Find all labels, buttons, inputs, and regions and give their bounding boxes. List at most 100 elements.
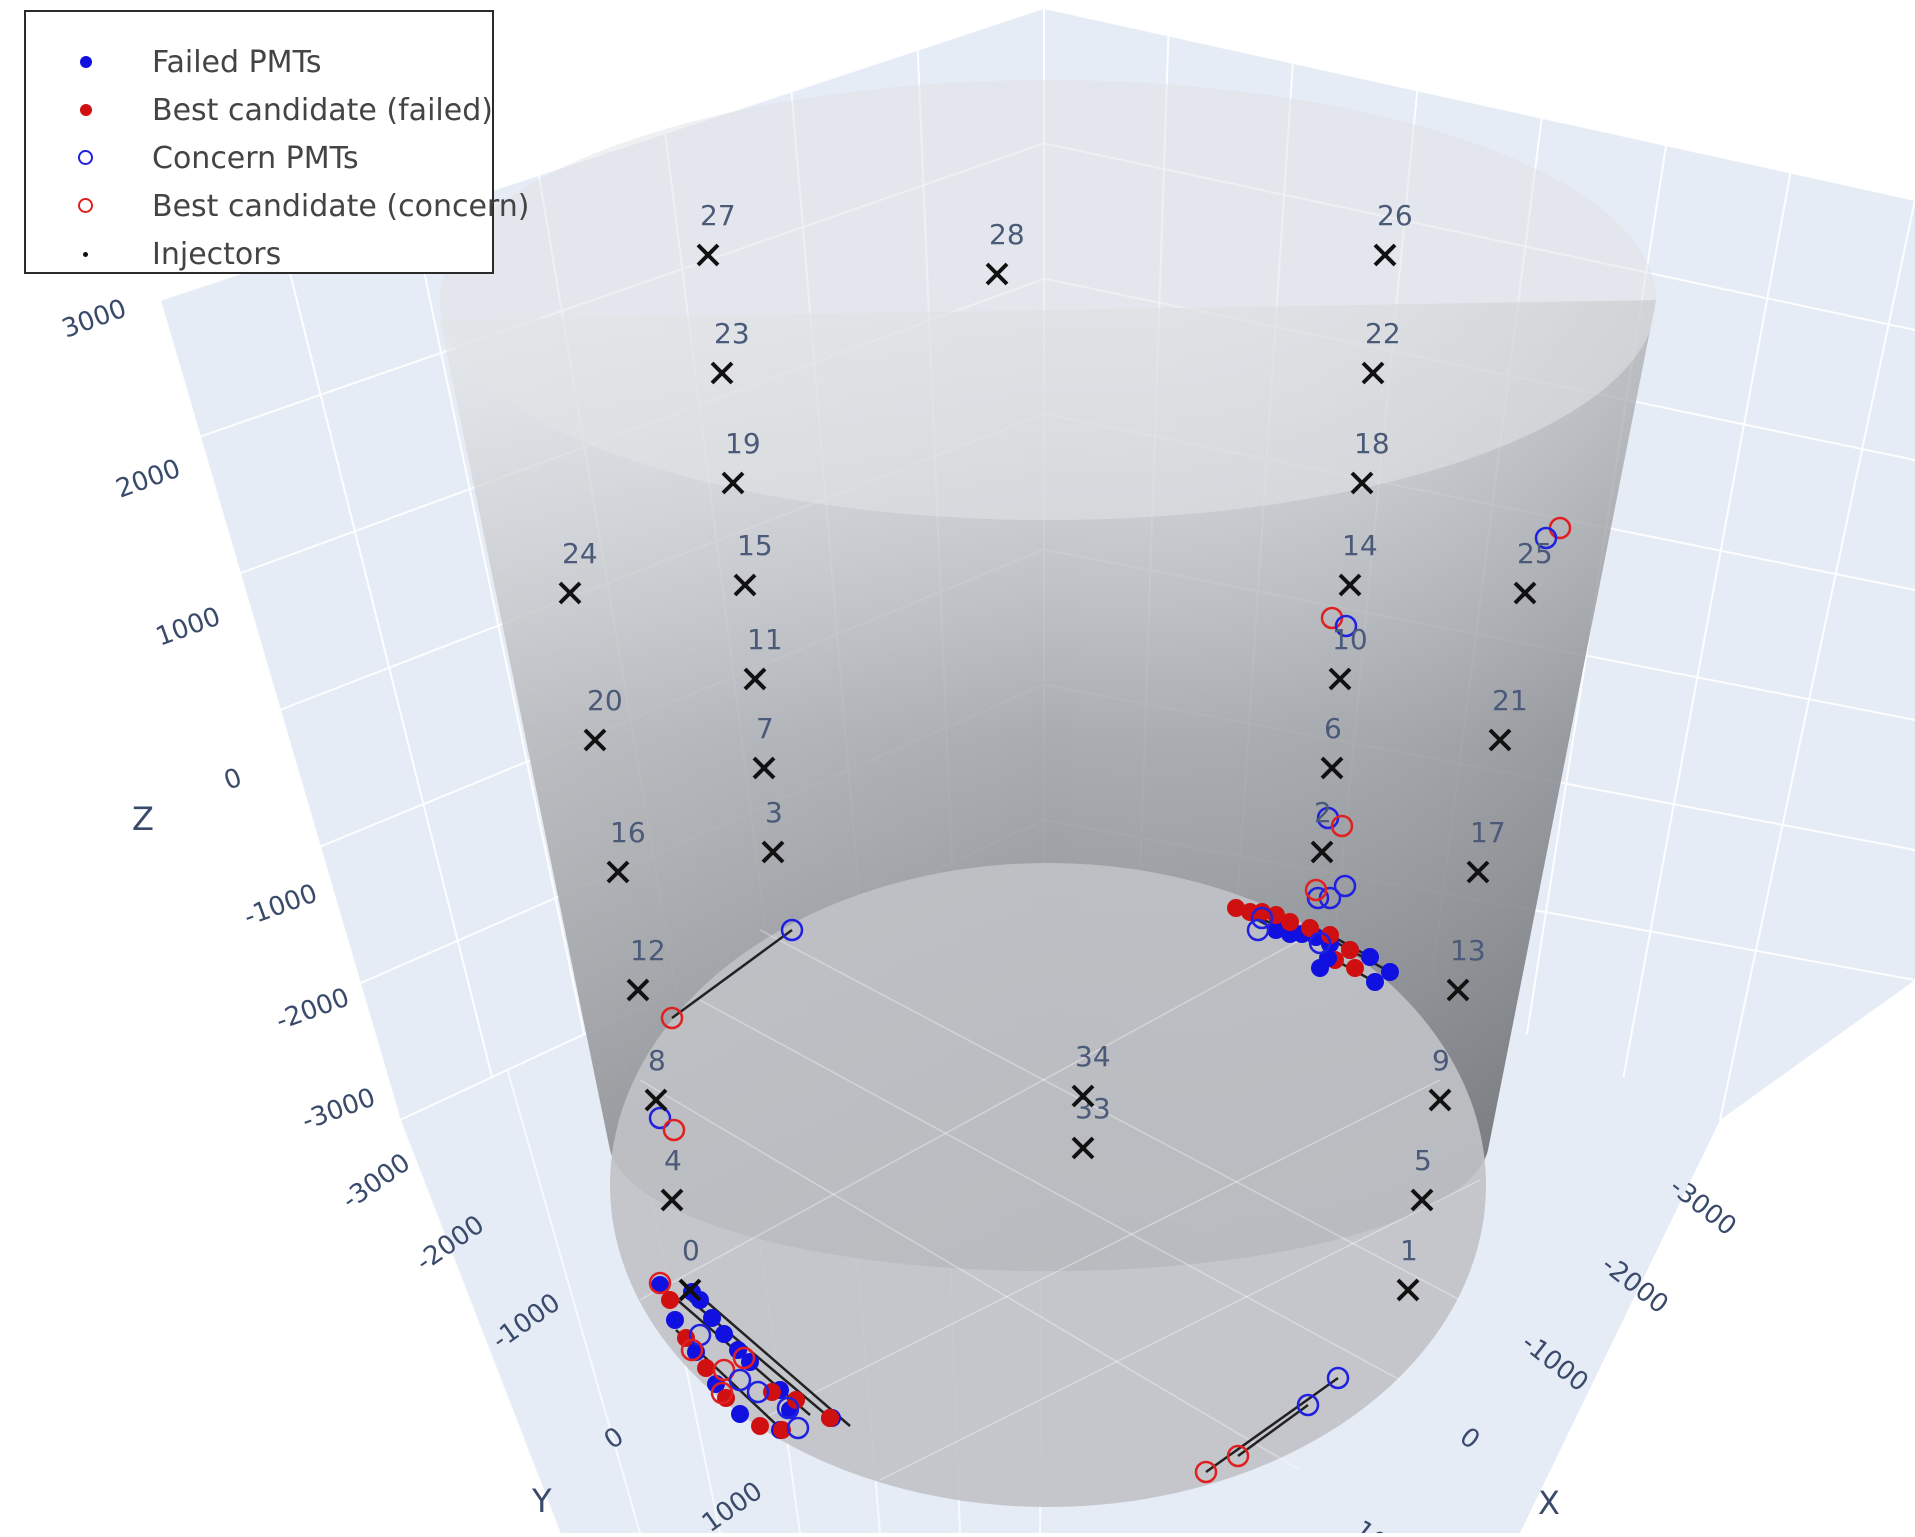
injector-marker[interactable]: 11 (743, 623, 783, 691)
best-candidate-concern-point[interactable] (648, 1271, 672, 1295)
best-candidate-concern-point[interactable] (680, 1338, 704, 1362)
injector-marker[interactable]: 17 (1466, 816, 1506, 884)
injector-marker[interactable]: 28 (985, 218, 1025, 286)
best-candidate-failed-point[interactable] (661, 1291, 679, 1309)
concern-pmt-point[interactable] (1333, 874, 1357, 898)
concern-pmt-point[interactable] (746, 1380, 770, 1404)
best-candidate-failed-point[interactable] (1281, 913, 1299, 931)
injector-marker[interactable]: 9 (1428, 1044, 1452, 1112)
injector-marker[interactable]: 34 (1071, 1040, 1111, 1108)
failed-pmt-point[interactable] (1381, 963, 1399, 981)
concern-pmt-point[interactable] (1250, 906, 1274, 930)
best-candidate-failed-point[interactable] (1321, 926, 1339, 944)
best-candidate-failed-point[interactable] (773, 1421, 791, 1439)
failed-pmt-point[interactable] (666, 1311, 684, 1329)
injector-marker[interactable]: 21 (1488, 684, 1528, 752)
legend-item-concern[interactable]: Concern PMTs (46, 138, 359, 178)
injector-marker[interactable]: 20 (583, 684, 623, 752)
concern-pmt-point[interactable] (1296, 1393, 1320, 1417)
concern-pmt-point[interactable] (1334, 614, 1358, 638)
injector-marker[interactable]: 26 (1373, 199, 1413, 267)
concern-pmt-point[interactable] (780, 918, 804, 942)
injector-marker[interactable]: 3 (761, 796, 785, 864)
injector-marker[interactable]: 6 (1320, 712, 1344, 780)
injector-marker[interactable]: 2 (1310, 796, 1334, 864)
legend-item-failed[interactable]: Failed PMTs (46, 42, 322, 82)
injector-marker[interactable]: 23 (710, 317, 750, 385)
failed-pmt-point[interactable] (1366, 973, 1384, 991)
injector-marker[interactable]: 24 (558, 537, 598, 605)
injector-marker[interactable]: 10 (1328, 623, 1368, 691)
injector-marker[interactable]: 4 (660, 1144, 684, 1212)
concern-pmt-point[interactable] (728, 1368, 752, 1392)
best-candidate-concern-point[interactable] (1226, 1444, 1250, 1468)
best-candidate-failed-point[interactable] (1301, 919, 1319, 937)
injector-marker[interactable]: 12 (626, 934, 666, 1002)
injector-label: 20 (587, 684, 623, 717)
injector-marker[interactable]: 8 (644, 1044, 668, 1112)
y-tick-label: -3000 (337, 1148, 416, 1216)
best-candidate-failed-point[interactable] (1227, 899, 1245, 917)
best-candidate-concern-point[interactable] (710, 1381, 734, 1405)
injector-marker[interactable]: 19 (721, 427, 761, 495)
concern-pmt-point[interactable] (1308, 931, 1332, 955)
failed-pmt-point[interactable] (1267, 921, 1285, 939)
failed-pmt-point[interactable] (651, 1276, 669, 1294)
concern-pmt-point[interactable] (1534, 526, 1558, 550)
injector-marker[interactable]: 7 (752, 712, 776, 780)
y-axis-label: Y (531, 1482, 552, 1520)
injector-marker[interactable]: 13 (1446, 934, 1486, 1002)
failed-pmt-point[interactable] (731, 1405, 749, 1423)
best-candidate-concern-point[interactable] (732, 1346, 756, 1370)
best-candidate-failed-point[interactable] (751, 1417, 769, 1435)
best-candidate-failed-point[interactable] (1341, 941, 1359, 959)
legend-item-best-failed[interactable]: Best candidate (failed) (46, 90, 493, 130)
injector-marker[interactable]: 15 (733, 529, 773, 597)
injector-marker[interactable]: 0 (678, 1234, 702, 1302)
best-candidate-concern-point[interactable] (1330, 814, 1354, 838)
best-candidate-concern-point[interactable] (662, 1118, 686, 1142)
injector-marker[interactable]: 22 (1361, 317, 1401, 385)
concern-pmt-point[interactable] (1246, 918, 1270, 942)
x-mark (1350, 471, 1374, 495)
best-candidate-failed-point[interactable] (697, 1359, 715, 1377)
candidate-link (1237, 1403, 1309, 1458)
z-tick-label: -1000 (240, 879, 321, 933)
best-candidate-failed-point[interactable] (1346, 959, 1364, 977)
best-candidate-concern-point[interactable] (660, 1006, 684, 1030)
failed-pmt-point[interactable] (715, 1325, 733, 1343)
concern-pmt-point[interactable] (776, 1396, 800, 1420)
concern-pmt-point[interactable] (648, 1106, 672, 1130)
injector-marker[interactable]: 14 (1338, 529, 1378, 597)
failed-pmt-point[interactable] (1361, 948, 1379, 966)
injector-marker[interactable]: 1 (1396, 1234, 1420, 1302)
best-candidate-failed-point[interactable] (1253, 903, 1271, 921)
best-candidate-concern-point[interactable] (1194, 1460, 1218, 1484)
legend-label: Concern PMTs (152, 140, 359, 176)
injector-marker[interactable]: 18 (1350, 427, 1390, 495)
legend-item-best-concern[interactable]: Best candidate (concern) (46, 186, 529, 226)
injector-marker[interactable]: 27 (696, 199, 736, 267)
concern-pmt-point[interactable] (786, 1416, 810, 1440)
concern-pmt-point[interactable] (1306, 886, 1330, 910)
concern-pmt-point[interactable] (1326, 1366, 1350, 1390)
best-candidate-concern-point[interactable] (1304, 878, 1328, 902)
best-candidate-concern-point[interactable] (712, 1358, 736, 1382)
pmt-points[interactable] (648, 516, 1572, 1484)
legend-item-injectors[interactable]: Injectors (46, 234, 281, 274)
detector-cylinder (440, 80, 1656, 1507)
injector-marker[interactable]: 5 (1410, 1144, 1434, 1212)
injector-label: 3 (765, 796, 783, 829)
best-candidate-failed-point[interactable] (787, 1391, 805, 1409)
injector-label: 25 (1517, 537, 1553, 570)
injector-marker[interactable]: 25 (1513, 537, 1553, 605)
injector-label: 4 (664, 1144, 682, 1177)
best-candidate-failed-point[interactable] (821, 1409, 839, 1427)
x-mark (606, 860, 630, 884)
legend[interactable]: Failed PMTs Best candidate (failed) Conc… (24, 10, 529, 274)
failed-pmt-point[interactable] (703, 1309, 721, 1327)
injector-marker[interactable]: 16 (606, 816, 646, 884)
